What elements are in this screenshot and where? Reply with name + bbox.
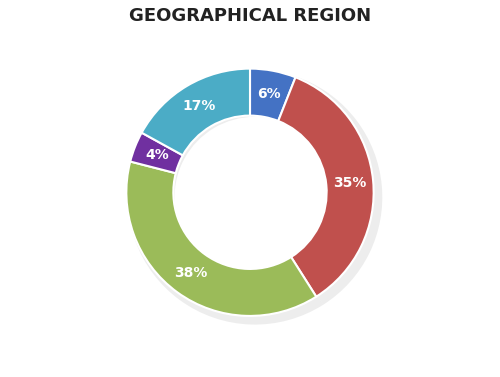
Wedge shape — [130, 133, 183, 173]
Wedge shape — [284, 79, 382, 305]
Text: 35%: 35% — [333, 176, 366, 190]
Wedge shape — [278, 77, 374, 297]
Wedge shape — [250, 69, 296, 121]
Text: 6%: 6% — [257, 87, 280, 101]
Text: 4%: 4% — [145, 149, 169, 162]
Wedge shape — [128, 166, 323, 325]
Wedge shape — [126, 161, 316, 316]
Wedge shape — [144, 70, 255, 158]
Text: 38%: 38% — [174, 266, 208, 280]
Text: 17%: 17% — [182, 99, 216, 113]
Wedge shape — [132, 136, 184, 177]
Wedge shape — [142, 69, 250, 155]
Title: GEOGRAPHICAL REGION: GEOGRAPHICAL REGION — [129, 7, 371, 25]
Wedge shape — [255, 70, 302, 123]
